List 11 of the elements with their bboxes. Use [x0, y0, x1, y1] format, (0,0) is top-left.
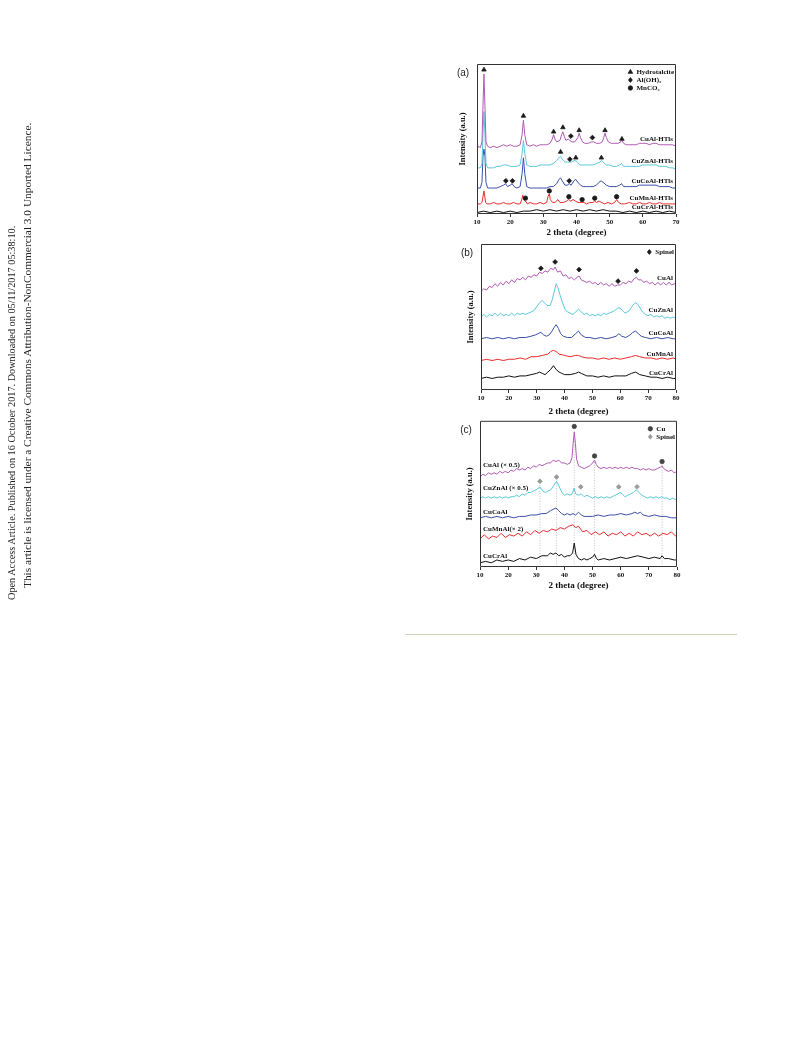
x-axis-title: 2 theta (degree) [548, 405, 609, 416]
chart-title: (c) [460, 423, 472, 435]
text: This article is licensed under a Creative Commons Attribution-NonCommercial 3.0 Unported Licence. [19, 122, 34, 588]
y-axis-title: Intensity (a.u.) [464, 467, 475, 521]
chart-title: (a) [456, 66, 470, 78]
chart-title: (b) [460, 246, 474, 258]
text: Open Access Article. Published on 16 October 2017. Downloaded on 05/11/2017 05:38:10. [6, 225, 18, 600]
x-axis-title: 2 theta (degree) [546, 226, 607, 237]
x-axis-title: 2 theta (degree) [548, 579, 609, 590]
y-axis-title: Intensity (a.u.) [465, 290, 476, 344]
y-axis-title: Intensity (a.u.) [457, 112, 468, 166]
